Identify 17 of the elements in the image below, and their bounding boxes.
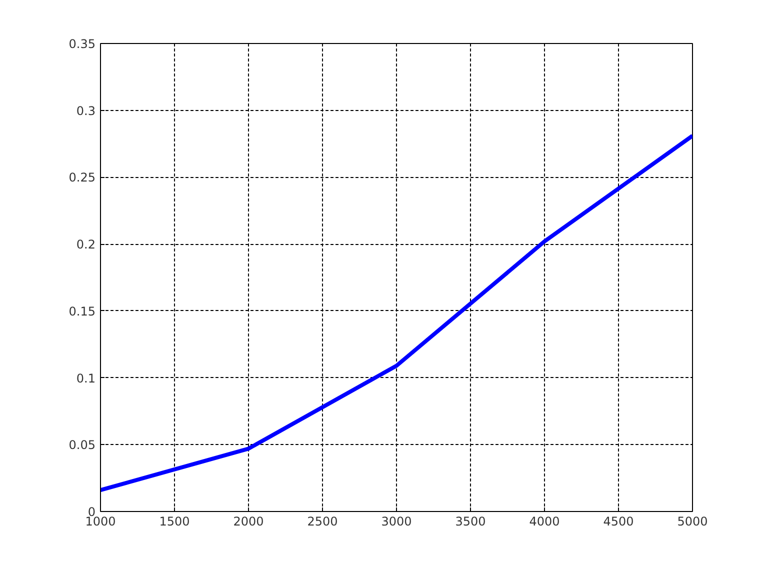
y-tick-label: 0.1: [76, 371, 96, 386]
x-tick-label: 3000: [381, 514, 412, 528]
x-tick-label: 2500: [307, 514, 338, 528]
y-tick-label: 0.3: [76, 104, 96, 118]
line-series: [100, 134, 692, 492]
x-tick-label: 3500: [455, 514, 486, 528]
y-tick-label: 0.15: [68, 304, 96, 318]
x-tick-label: 1500: [159, 514, 190, 528]
x-tick-label: 4000: [529, 514, 560, 528]
y-tick-label: 0.35: [68, 37, 96, 51]
x-tick-label: 4500: [603, 514, 634, 528]
y-tick-label: 0.25: [68, 170, 96, 185]
x-tick-label: 1000: [85, 514, 116, 528]
x-tick-label: 2000: [233, 514, 264, 528]
x-tick-label: 5000: [677, 514, 708, 528]
y-tick-label: 0.2: [76, 238, 96, 252]
y-tick-label: 0.05: [68, 438, 96, 452]
